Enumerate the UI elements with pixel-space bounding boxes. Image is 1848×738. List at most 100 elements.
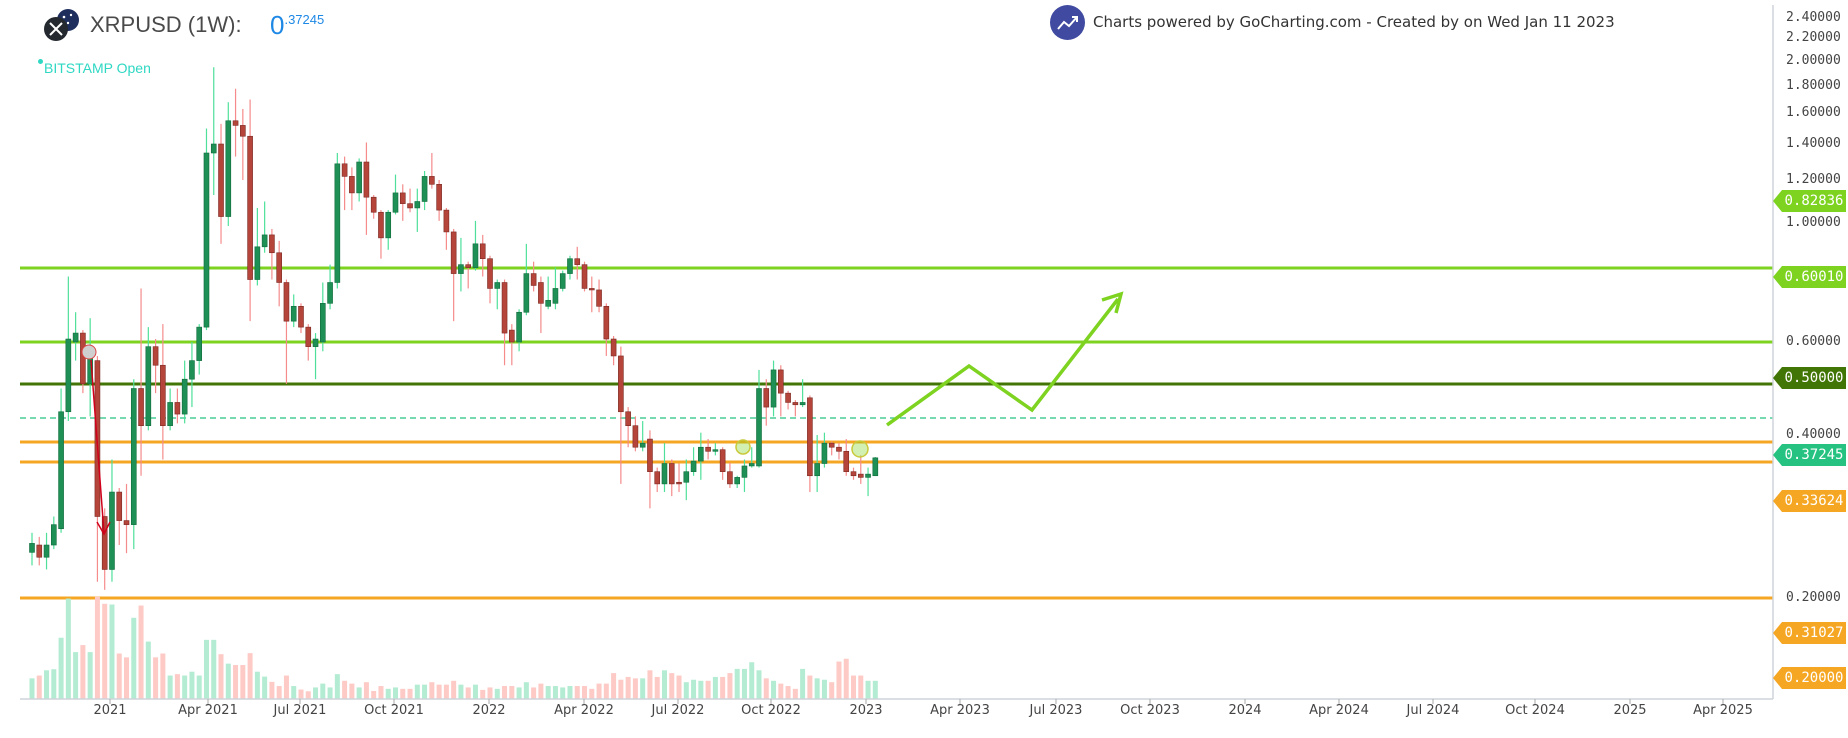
candle [378,210,384,259]
price-tag[interactable]: 0.60010 [1773,266,1846,288]
candle-body [210,143,217,154]
candle-body [232,120,239,126]
candle [240,108,246,180]
volume-bar [109,604,115,699]
candle-body [399,192,406,204]
date-tick-label: Oct 2024 [1505,703,1565,718]
volume-bar [283,675,289,699]
volume-bar [80,645,86,699]
candle [283,279,290,384]
price-tag[interactable]: 0.33624 [1773,490,1846,512]
candle-body [799,402,806,406]
candle [639,421,646,452]
candle-body [290,305,297,322]
volume-bar [451,680,457,699]
volume-bar [414,684,420,699]
candle-body [116,491,123,521]
price-tag[interactable]: 0.82836 [1773,190,1846,212]
date-tick-label: Jul 2023 [1029,703,1083,718]
volume-bar [538,683,544,699]
horizontal-levels [20,266,1773,600]
price-tag[interactable]: 0.31027 [1773,622,1846,644]
candle [247,99,253,322]
volume-bar [625,676,631,699]
candle [799,379,806,408]
candle-body [130,388,137,525]
candle-body [298,305,304,328]
marker-circle [735,439,751,455]
candle-body [189,360,195,380]
volume-bar [58,637,64,699]
candle-body [152,346,159,366]
volume-bar [29,678,35,699]
date-tick-label: Apr 2022 [554,703,614,718]
candle-body [778,369,784,394]
volume-bar [378,686,384,699]
volume-bar [225,663,231,699]
candle [290,294,297,328]
exchange-status: BITSTAMP Open [44,60,151,76]
volume-bar [669,673,675,699]
volume-bar [734,668,740,699]
volume-bar [233,665,239,699]
price-tag[interactable]: 0.50000 [1773,367,1846,389]
candle [690,447,697,476]
gocharting-logo-icon[interactable] [1050,5,1085,40]
candle-body [261,234,268,248]
candle-body [828,442,835,448]
volume-bar [763,678,769,699]
candle [152,339,159,394]
price-tag[interactable]: 0.37245 [1773,444,1846,466]
volume-bar [676,675,682,699]
date-tick-label: 2023 [849,703,883,718]
xrp-logo-icon [44,9,79,41]
marker-circle [851,440,869,458]
volume-bar [814,678,820,699]
candle-body [145,346,152,426]
price-tag[interactable]: 0.20000 [1773,667,1846,689]
volume-bar [36,675,42,699]
volume-bar [749,662,755,699]
candle [436,180,442,221]
candle-body [247,135,253,280]
candle [465,261,472,289]
projection-arrow-line[interactable] [885,297,1120,427]
volume-bar [160,653,166,699]
volume-bar [821,679,827,699]
volume-bar [611,673,617,699]
volume-bar [327,687,333,699]
candle-body [770,369,777,408]
volume-bar [349,683,355,699]
candle [538,276,544,334]
candle [269,228,275,280]
volume-bar [712,676,718,699]
volume-bar [313,687,319,699]
symbol-title: XRPUSD (1W): [90,12,242,37]
volume-bar [203,639,209,699]
candle-body [705,446,711,452]
candle-body [625,411,631,426]
candle [181,360,188,424]
candle-body [530,273,537,286]
volume-bar [182,675,188,699]
volume-bar [124,657,130,699]
candle [450,228,457,322]
candle-body [465,264,472,268]
candle-body [51,524,57,546]
candle [712,443,719,456]
candle [516,309,522,352]
candle-body [785,392,791,403]
volume-bar [458,684,464,699]
candle [698,432,704,480]
candle-body [821,442,828,464]
candle-body [254,246,261,280]
volume-bars [29,596,878,699]
volume-bar [320,683,326,699]
volume-bar [720,676,726,699]
volume-bar [385,688,391,699]
volume-bar [516,687,522,699]
candle [479,234,486,277]
candle [399,184,406,221]
candle-body [240,125,246,137]
